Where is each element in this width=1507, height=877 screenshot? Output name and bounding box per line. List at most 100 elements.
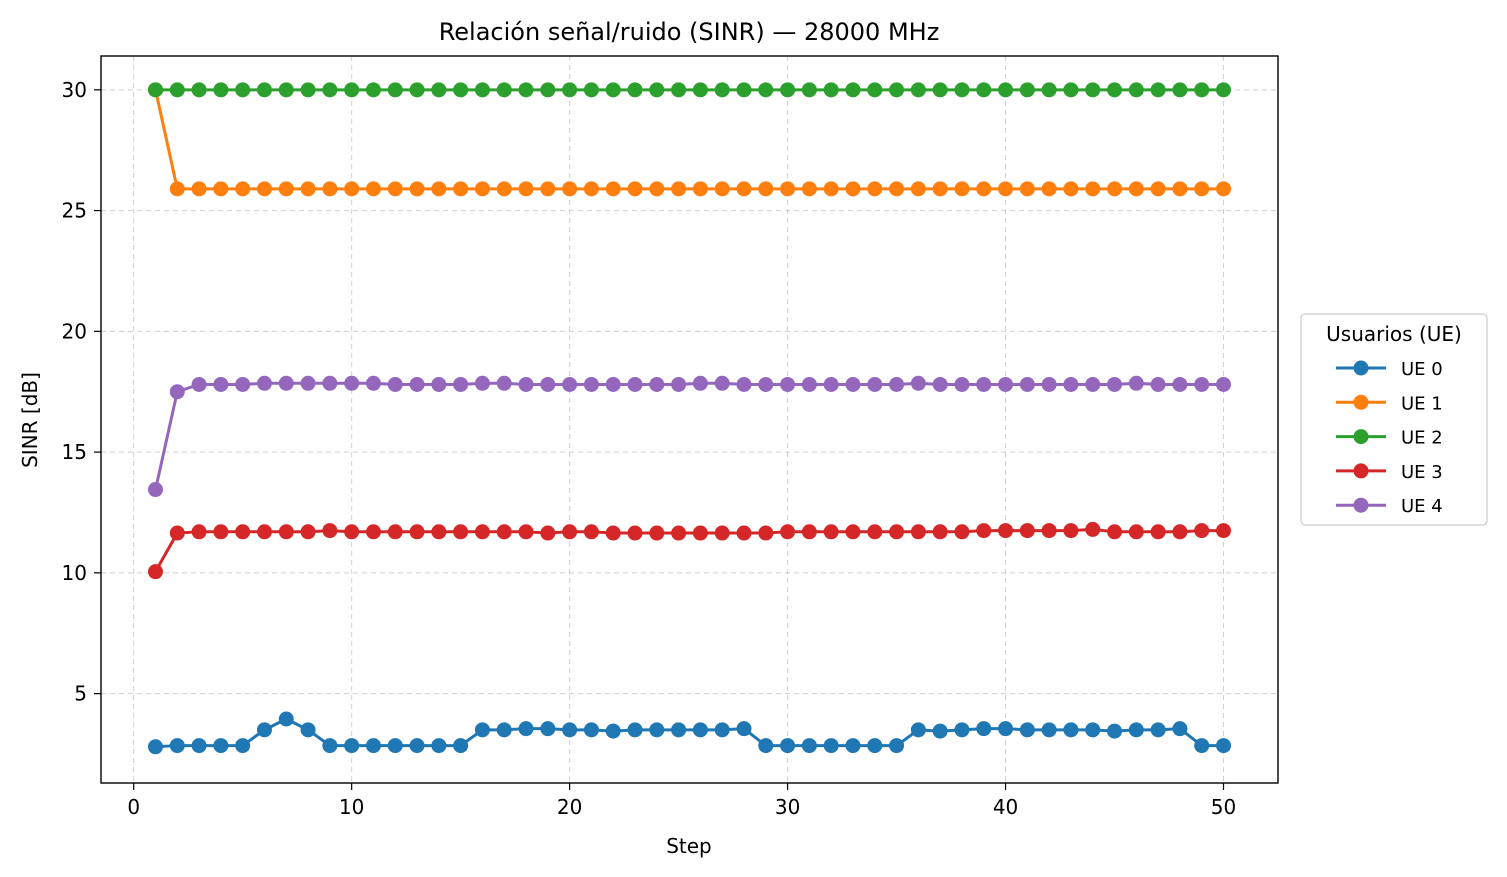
- data-point: [954, 722, 970, 738]
- data-point: [1107, 723, 1123, 739]
- legend-item-ue-0: UE 0: [1336, 359, 1443, 380]
- data-point: [496, 722, 512, 738]
- data-point: [409, 181, 425, 197]
- x-tick-label: 0: [127, 795, 140, 819]
- data-point: [562, 524, 578, 540]
- data-point: [518, 82, 534, 98]
- data-point: [1172, 721, 1188, 737]
- data-point: [605, 82, 621, 98]
- legend-label: UE 0: [1401, 359, 1443, 380]
- data-point: [627, 181, 643, 197]
- y-tick-label: 25: [62, 199, 87, 223]
- data-point: [474, 375, 490, 391]
- legend-marker: [1353, 394, 1369, 410]
- data-point: [1150, 722, 1166, 738]
- data-point: [910, 375, 926, 391]
- data-point: [823, 738, 839, 754]
- data-point: [671, 376, 687, 392]
- data-point: [1041, 523, 1057, 539]
- data-point: [1194, 738, 1210, 754]
- series-ue-4: [147, 375, 1232, 498]
- data-point: [976, 523, 992, 539]
- series-ue-2: [147, 82, 1232, 98]
- data-point: [1107, 82, 1123, 98]
- data-point: [780, 524, 796, 540]
- data-point: [474, 722, 490, 738]
- data-point: [147, 482, 163, 498]
- data-point: [1150, 524, 1166, 540]
- data-point: [344, 738, 360, 754]
- data-point: [1063, 181, 1079, 197]
- data-point: [649, 376, 665, 392]
- data-point: [692, 82, 708, 98]
- data-point: [453, 82, 469, 98]
- data-point: [780, 376, 796, 392]
- data-point: [518, 181, 534, 197]
- data-point: [976, 82, 992, 98]
- data-point: [365, 181, 381, 197]
- data-point: [409, 524, 425, 540]
- data-point: [256, 82, 272, 98]
- data-point: [998, 721, 1014, 737]
- data-point: [998, 82, 1014, 98]
- data-point: [1128, 375, 1144, 391]
- data-point: [474, 524, 490, 540]
- data-point: [1019, 376, 1035, 392]
- data-point: [845, 738, 861, 754]
- data-point: [365, 738, 381, 754]
- data-point: [474, 181, 490, 197]
- data-point: [1194, 181, 1210, 197]
- data-point: [627, 525, 643, 541]
- legend-label: UE 1: [1401, 393, 1443, 414]
- data-point: [1128, 82, 1144, 98]
- data-point: [583, 524, 599, 540]
- data-point: [605, 181, 621, 197]
- data-point: [889, 181, 905, 197]
- data-point: [1085, 722, 1101, 738]
- data-point: [235, 181, 251, 197]
- data-point: [300, 82, 316, 98]
- data-point: [780, 181, 796, 197]
- data-point: [649, 181, 665, 197]
- data-point: [213, 82, 229, 98]
- data-point: [736, 376, 752, 392]
- data-point: [671, 722, 687, 738]
- data-point: [496, 375, 512, 391]
- data-point: [518, 721, 534, 737]
- data-point: [1172, 82, 1188, 98]
- data-point: [780, 738, 796, 754]
- data-point: [1063, 82, 1079, 98]
- data-point: [845, 181, 861, 197]
- data-point: [627, 376, 643, 392]
- data-point: [889, 376, 905, 392]
- y-tick-label: 5: [74, 682, 87, 706]
- data-point: [954, 82, 970, 98]
- data-point: [1019, 82, 1035, 98]
- data-point: [191, 738, 207, 754]
- series-layer: [147, 82, 1232, 755]
- data-point: [191, 82, 207, 98]
- data-point: [998, 181, 1014, 197]
- data-point: [322, 375, 338, 391]
- data-point: [976, 721, 992, 737]
- data-point: [322, 181, 338, 197]
- data-point: [1041, 181, 1057, 197]
- data-point: [867, 181, 883, 197]
- data-point: [518, 524, 534, 540]
- data-point: [474, 82, 490, 98]
- data-point: [1019, 722, 1035, 738]
- data-point: [910, 82, 926, 98]
- data-point: [1194, 82, 1210, 98]
- data-point: [191, 181, 207, 197]
- legend-marker: [1353, 463, 1369, 479]
- data-point: [147, 564, 163, 580]
- data-point: [823, 181, 839, 197]
- data-point: [387, 181, 403, 197]
- data-point: [453, 181, 469, 197]
- data-point: [496, 524, 512, 540]
- data-point: [496, 181, 512, 197]
- y-tick-label: 15: [62, 440, 87, 464]
- data-point: [845, 376, 861, 392]
- data-point: [1019, 523, 1035, 539]
